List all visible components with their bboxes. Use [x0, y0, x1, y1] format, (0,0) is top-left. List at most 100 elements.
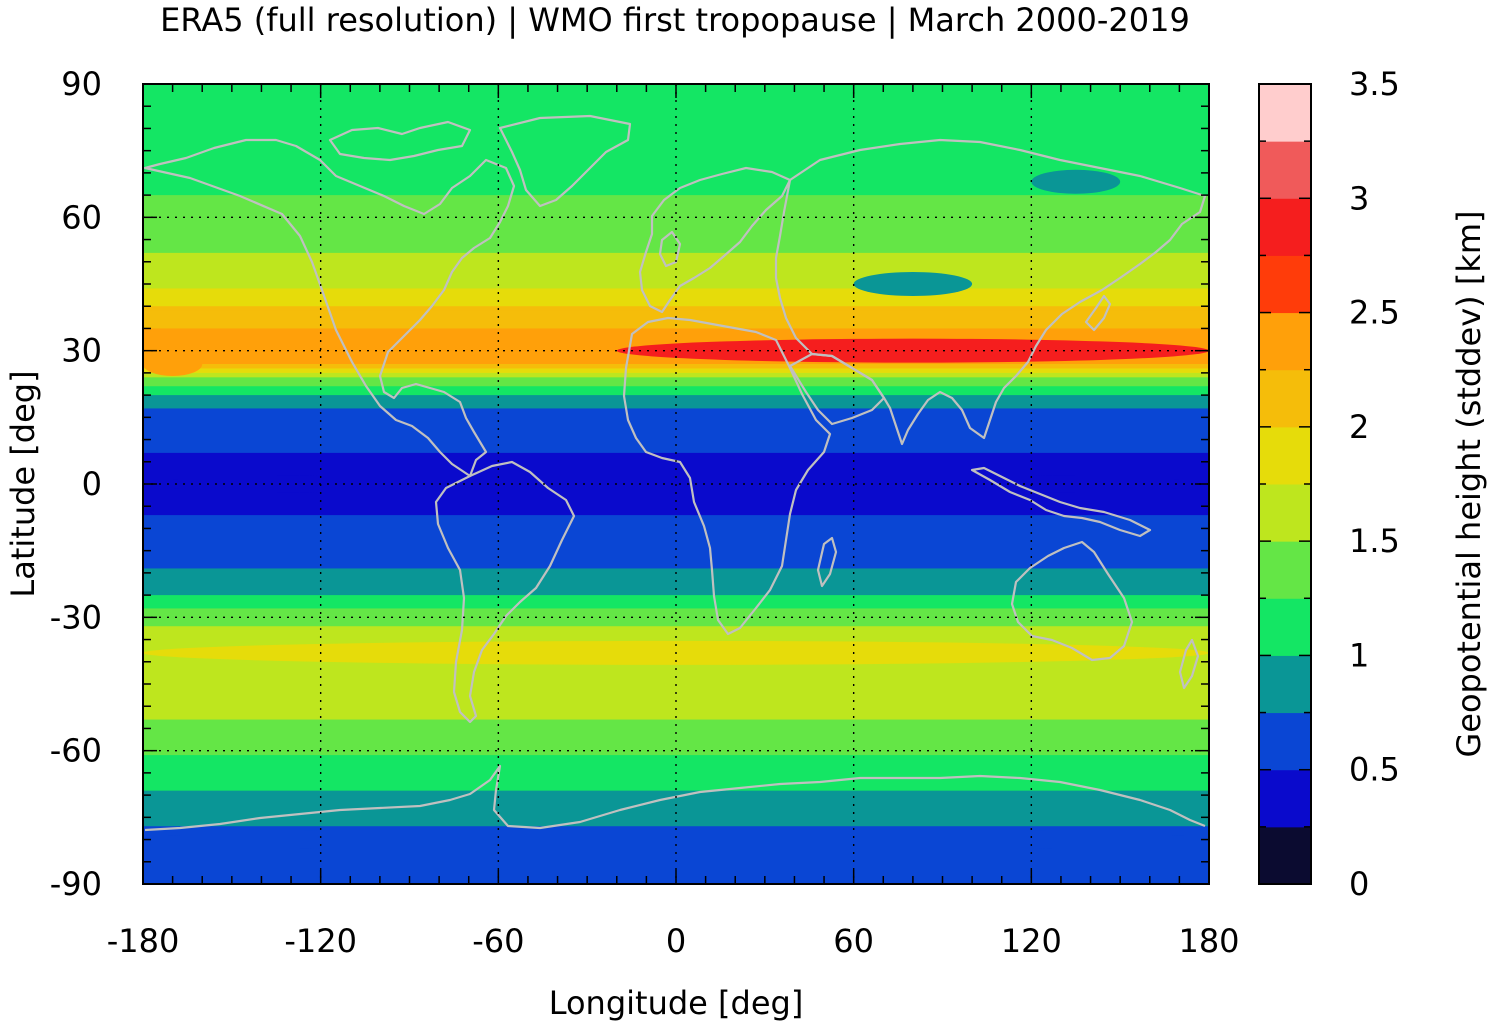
zonal-band: [143, 430, 1209, 436]
grid-lines: [143, 84, 1209, 884]
zonal-band: [143, 279, 1209, 285]
colorbar-segment: [1259, 369, 1311, 428]
zonal-band: [143, 292, 1209, 298]
zonal-band: [143, 528, 1209, 534]
zonal-band: [143, 750, 1209, 756]
zonal-band: [143, 541, 1209, 547]
zonal-band: [143, 168, 1209, 174]
colorbar-segment: [1259, 141, 1311, 199]
colorbar-segment: [1259, 826, 1311, 885]
zonal-band: [143, 808, 1209, 814]
colorbar: [1258, 83, 1312, 885]
feature-region: [853, 272, 973, 296]
x-axis-label: Longitude [deg]: [549, 984, 804, 1022]
zonal-band: [143, 310, 1209, 316]
zonal-band: [143, 448, 1209, 454]
colorbar-segment: [1259, 198, 1311, 256]
colorbar-segment: [1259, 712, 1311, 771]
colorbar-tick-label: 0.5: [1349, 751, 1400, 789]
colorbar-segment: [1259, 769, 1311, 828]
zonal-band: [143, 332, 1209, 338]
zonal-band: [143, 137, 1209, 143]
zonal-band: [143, 532, 1209, 538]
zonal-band: [143, 390, 1209, 396]
zonal-band: [143, 608, 1209, 614]
coastline-madagascar: [816, 536, 838, 588]
map-plot-area: [142, 83, 1210, 885]
zonal-band: [143, 190, 1209, 196]
zonal-band: [143, 412, 1209, 418]
zonal-band: [143, 599, 1209, 605]
zonal-band: [143, 461, 1209, 467]
zonal-band: [143, 577, 1209, 583]
y-tick-label: 90: [61, 65, 102, 103]
zonal-band: [143, 132, 1209, 138]
y-tick-label: -30: [50, 598, 102, 636]
coastline-antarctica: [144, 764, 1206, 832]
colorbar-segment: [1259, 598, 1311, 656]
zonal-band: [143, 821, 1209, 827]
zonal-band: [143, 297, 1209, 303]
zonal-band: [143, 617, 1209, 623]
zonal-band: [143, 239, 1209, 245]
zonal-band: [143, 701, 1209, 707]
x-tick-label: -60: [472, 922, 524, 960]
colorbar-tick-label: 2: [1349, 408, 1369, 446]
zonal-band: [143, 181, 1209, 187]
zonal-band: [143, 501, 1209, 507]
zonal-band: [143, 728, 1209, 734]
zonal-band: [143, 452, 1209, 458]
zonal-band: [143, 421, 1209, 427]
y-axis-label: Latitude [deg]: [4, 370, 42, 597]
zonal-band: [143, 621, 1209, 627]
zonal-band: [143, 857, 1209, 863]
x-tick-label: 180: [1178, 922, 1239, 960]
colorbar-tick-label: 1: [1349, 636, 1369, 674]
zonal-band: [143, 732, 1209, 738]
zonal-band: [143, 799, 1209, 805]
x-tick-label: -180: [107, 922, 180, 960]
zonal-band: [143, 230, 1209, 236]
x-axis-tick-labels: -180 -120 -60 0 60 120 180: [107, 922, 1240, 960]
zonal-band: [143, 159, 1209, 165]
plot-frame: [142, 83, 1210, 885]
zonal-band: [143, 497, 1209, 503]
zonal-band: [143, 212, 1209, 218]
zonal-band: [143, 759, 1209, 765]
zonal-band: [143, 204, 1209, 210]
colorbar-label: Geopotential height (stddev) [km]: [1450, 210, 1488, 757]
zonal-band: [143, 581, 1209, 587]
zonal-band: [143, 724, 1209, 730]
coastline-africa: [622, 316, 832, 636]
zonal-band: [143, 244, 1209, 250]
coastline-south-america: [434, 460, 576, 724]
zonal-band: [143, 688, 1209, 694]
zonal-band: [143, 408, 1209, 414]
x-tick-label: -120: [284, 922, 357, 960]
zonal-band: [143, 221, 1209, 227]
zonal-band: [143, 524, 1209, 530]
zonal-band: [143, 817, 1209, 823]
zonal-band: [143, 670, 1209, 676]
zonal-band: [143, 284, 1209, 290]
colorbar-segment: [1259, 312, 1311, 371]
zonal-band: [143, 519, 1209, 525]
y-tick-label: -60: [50, 732, 102, 770]
zonal-band: [143, 252, 1209, 258]
zonal-band: [143, 444, 1209, 450]
zonal-band: [143, 768, 1209, 774]
zonal-band: [143, 790, 1209, 796]
coastline-north-america: [143, 138, 516, 478]
zonal-band: [143, 337, 1209, 343]
zonal-band: [143, 208, 1209, 214]
colorbar-segment: [1259, 426, 1311, 485]
coastline-new-zealand: [1178, 638, 1200, 690]
colorbar-tick-label: 3.5: [1349, 65, 1400, 103]
zonal-band: [143, 568, 1209, 574]
coastline-europe: [638, 166, 792, 314]
zonal-band: [143, 319, 1209, 325]
coastline-arctic-islands: [328, 120, 472, 162]
zonal-band: [143, 604, 1209, 610]
zonal-band: [143, 301, 1209, 307]
